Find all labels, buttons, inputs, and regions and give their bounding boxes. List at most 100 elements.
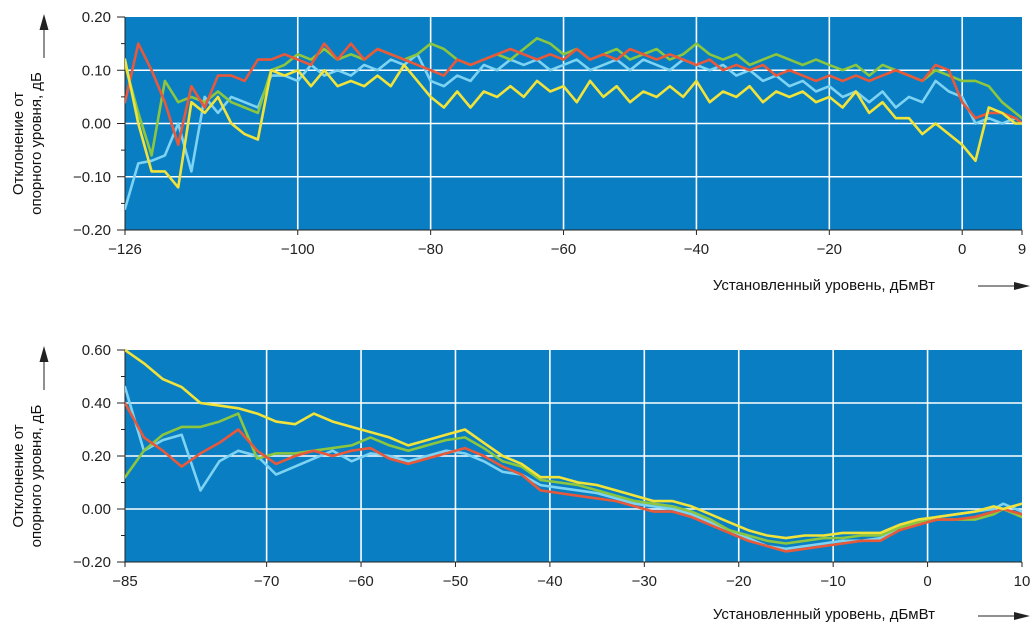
- x-tick-label: −70: [254, 573, 279, 590]
- data-point: [164, 170, 166, 173]
- data-point: [934, 69, 937, 72]
- data-point: [539, 484, 542, 486]
- data-point: [310, 64, 312, 66]
- data-point: [575, 48, 578, 50]
- chart-panel-top: −0.20 −0.10 0.00 0.10 0.20 −126 −100 −80 −60 −40 −…: [10, 9, 1030, 294]
- data-point: [948, 74, 950, 77]
- data-point: [218, 460, 221, 463]
- data-point: [841, 80, 844, 82]
- data-point: [482, 460, 485, 463]
- data-point: [456, 58, 459, 61]
- data-point: [199, 402, 202, 404]
- data-point: [199, 426, 202, 428]
- data-point: [331, 420, 334, 423]
- data-point: [1021, 513, 1022, 516]
- data-point: [562, 85, 565, 88]
- data-point: [961, 80, 964, 82]
- data-point: [230, 101, 233, 104]
- data-point: [376, 48, 379, 50]
- data-point: [536, 80, 538, 82]
- data-point: [150, 69, 153, 72]
- data-point: [150, 154, 153, 157]
- data-point: [407, 460, 410, 463]
- data-point: [203, 101, 206, 104]
- data-point: [164, 154, 166, 157]
- series-2: [125, 42, 1022, 147]
- data-point: [312, 412, 315, 415]
- data-point: [841, 69, 844, 72]
- data-point: [426, 439, 428, 441]
- data-point: [934, 80, 937, 82]
- y-axis-title: Отклонение отопорного уровня, дБ: [10, 72, 45, 215]
- data-point: [522, 64, 525, 66]
- data-point: [403, 64, 405, 66]
- data-point: [218, 420, 221, 423]
- data-point: [828, 85, 831, 88]
- data-point: [161, 449, 164, 452]
- data-point: [150, 170, 153, 173]
- x-tick-label: −80: [418, 241, 443, 258]
- data-point: [125, 386, 126, 388]
- data-point: [898, 529, 901, 532]
- y-tick-label: 0.40: [82, 395, 111, 412]
- data-point: [190, 96, 193, 98]
- data-point: [143, 436, 145, 439]
- data-point: [190, 170, 193, 173]
- data-point: [634, 502, 636, 505]
- data-point: [426, 457, 428, 460]
- y-tick-label: 0.10: [82, 62, 111, 79]
- data-point: [501, 460, 504, 463]
- data-point: [602, 64, 605, 66]
- data-point: [785, 550, 787, 553]
- data-point: [275, 463, 277, 465]
- data-point: [762, 101, 764, 104]
- data-point: [549, 42, 552, 45]
- data-point: [294, 452, 296, 455]
- data-point: [482, 441, 485, 444]
- data-point: [482, 455, 485, 457]
- data-point: [369, 436, 372, 439]
- data-point: [350, 74, 352, 77]
- series-2: [125, 401, 1022, 553]
- data-point: [822, 537, 825, 539]
- data-point: [217, 96, 219, 98]
- data-point: [841, 532, 844, 534]
- data-point: [879, 537, 882, 539]
- data-point: [429, 80, 432, 82]
- data-point: [908, 96, 910, 98]
- data-point: [218, 404, 221, 407]
- data-point: [652, 505, 655, 508]
- data-point: [350, 460, 353, 463]
- data-point: [788, 85, 791, 88]
- data-point: [125, 101, 126, 104]
- data-point: [270, 58, 273, 61]
- data-point: [735, 74, 738, 77]
- data-point: [589, 80, 591, 82]
- data-point: [549, 53, 552, 56]
- data-point: [868, 101, 871, 104]
- data-point: [709, 518, 712, 521]
- data-point: [708, 69, 711, 72]
- x-axis-arrow-icon: [1014, 282, 1030, 290]
- x-tick-label: 0: [958, 241, 966, 258]
- data-point: [668, 85, 671, 88]
- data-point: [369, 447, 372, 449]
- data-point: [974, 122, 977, 125]
- x-tick-label: −126: [108, 241, 142, 258]
- data-point: [469, 64, 472, 66]
- data-point: [237, 412, 240, 415]
- data-point: [894, 69, 897, 72]
- data-point: [190, 101, 193, 104]
- data-point: [199, 452, 202, 455]
- data-point: [443, 48, 445, 50]
- data-point: [331, 455, 334, 457]
- data-point: [728, 532, 731, 534]
- data-point: [177, 143, 180, 146]
- data-point: [482, 58, 485, 61]
- data-point: [629, 58, 631, 61]
- data-point: [522, 96, 525, 98]
- data-point: [634, 500, 636, 502]
- data-point: [429, 69, 432, 72]
- data-point: [283, 64, 286, 66]
